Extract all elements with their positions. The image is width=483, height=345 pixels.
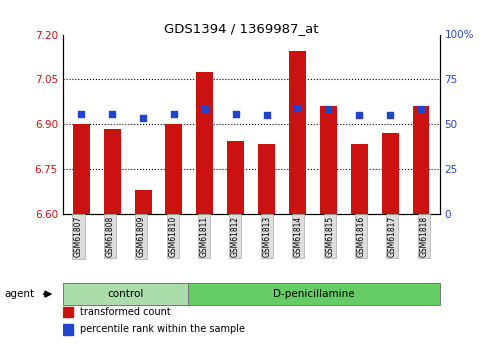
Bar (227, 141, 244, 214)
Point (170, 111, 178, 117)
Text: GSM61813: GSM61813 (262, 216, 271, 257)
Point (263, 112, 270, 118)
Bar (63, 324, 73, 335)
Bar (351, 144, 368, 214)
Text: D-penicillamine: D-penicillamine (273, 289, 355, 299)
Bar (63, 307, 73, 317)
Text: control: control (107, 289, 144, 299)
Bar (289, 51, 306, 214)
Text: GSM61811: GSM61811 (199, 216, 209, 257)
Point (108, 111, 116, 117)
Text: GSM61814: GSM61814 (294, 216, 303, 257)
Bar (166, 124, 183, 214)
Point (294, 105, 301, 110)
Point (325, 107, 332, 112)
Text: GSM61812: GSM61812 (231, 216, 240, 257)
Bar (73, 124, 90, 214)
Text: GSM61810: GSM61810 (168, 216, 177, 257)
Bar (320, 106, 337, 214)
Point (77, 111, 85, 117)
Text: transformed count: transformed count (80, 307, 170, 317)
Bar (104, 129, 121, 214)
Bar (135, 190, 152, 214)
Text: GSM61808: GSM61808 (105, 216, 114, 257)
Point (417, 107, 425, 112)
Bar (412, 106, 429, 214)
Point (355, 112, 363, 118)
Text: GSM61807: GSM61807 (74, 216, 83, 257)
Bar (258, 144, 275, 214)
Bar (382, 133, 398, 214)
Point (201, 107, 209, 112)
Text: GSM61809: GSM61809 (137, 216, 146, 257)
Text: GSM61818: GSM61818 (419, 216, 428, 257)
Point (386, 112, 394, 118)
Point (232, 111, 240, 117)
Text: GSM61817: GSM61817 (388, 216, 397, 257)
Text: agent: agent (5, 289, 35, 299)
Text: percentile rank within the sample: percentile rank within the sample (80, 325, 245, 334)
Point (139, 116, 147, 121)
Text: GDS1394 / 1369987_at: GDS1394 / 1369987_at (164, 22, 319, 36)
Text: GSM61816: GSM61816 (356, 216, 366, 257)
Bar (197, 72, 213, 214)
Text: GSM61815: GSM61815 (325, 216, 334, 257)
